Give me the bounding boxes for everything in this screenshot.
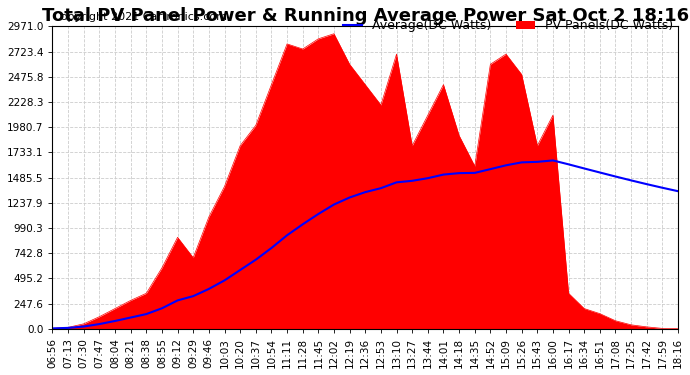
Legend: Average(DC Watts), PV Panels(DC Watts): Average(DC Watts), PV Panels(DC Watts) <box>338 14 678 38</box>
Title: Total PV Panel Power & Running Average Power Sat Oct 2 18:16: Total PV Panel Power & Running Average P… <box>41 7 689 25</box>
Text: Copyright 2021 Cartronics.com: Copyright 2021 Cartronics.com <box>53 12 227 22</box>
